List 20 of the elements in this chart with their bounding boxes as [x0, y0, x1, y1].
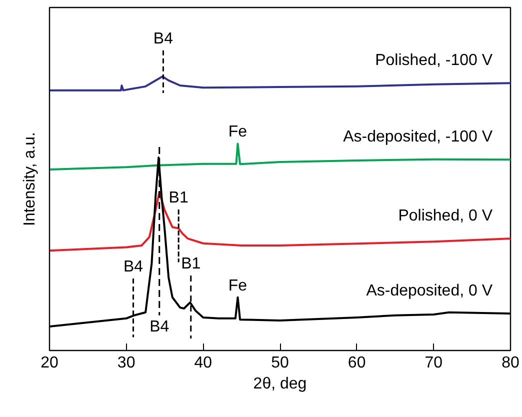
x-axis-title: 2θ, deg — [253, 376, 307, 392]
series-label: Polished, 0 V — [398, 208, 493, 225]
annotation: B1 — [168, 189, 188, 206]
x-tick-label: 70 — [424, 354, 443, 372]
annotation: B1 — [181, 255, 201, 272]
annotation: Fe — [228, 277, 248, 294]
annotation: B4 — [153, 30, 174, 48]
y-axis-title: Intensity, a.u. — [22, 132, 38, 226]
series-label: Polished, -100 V — [375, 52, 493, 70]
x-tick-label: 80 — [502, 354, 520, 372]
x-tick-label: 60 — [348, 354, 366, 372]
annotation: Fe — [228, 124, 248, 141]
x-tick-label: 20 — [40, 354, 58, 372]
series-label: As-deposited, 0 V — [366, 282, 493, 300]
series-label: As-deposited, -100 V — [343, 128, 493, 146]
x-tick-label: 40 — [194, 354, 212, 372]
x-tick-label: 30 — [117, 354, 136, 372]
annotation: B4 — [150, 318, 170, 336]
annotation: B4 — [123, 258, 144, 276]
x-tick-label: 50 — [271, 354, 289, 372]
